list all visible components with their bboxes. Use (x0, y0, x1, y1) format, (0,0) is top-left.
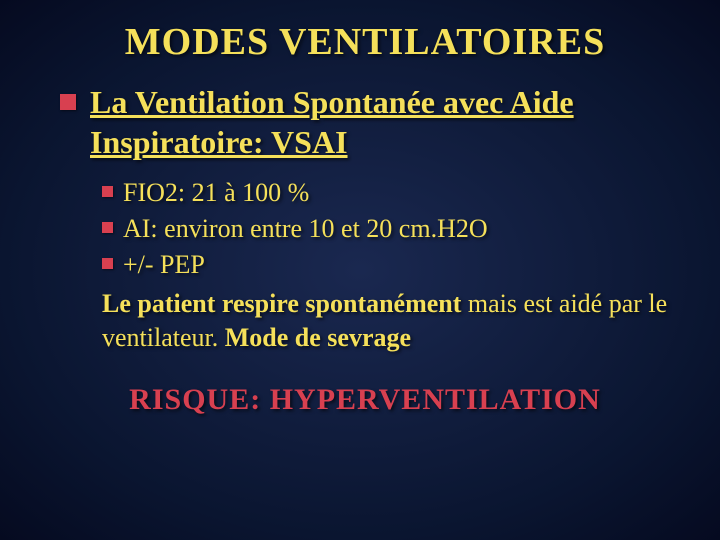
slide-container: MODES VENTILATOIRES La Ventilation Spont… (0, 0, 720, 540)
level2-item: AI: environ entre 10 et 20 cm.H2O (102, 212, 670, 246)
square-bullet-icon (102, 222, 113, 233)
level2-group: FIO2: 21 à 100 % AI: environ entre 10 et… (102, 176, 670, 355)
body-bold-2: Mode de sevrage (225, 323, 411, 352)
body-bold-1: Le patient respire spontanément (102, 289, 461, 318)
square-bullet-icon (102, 258, 113, 269)
bullet-text: +/- PEP (123, 248, 205, 282)
risk-line: RISQUE: HYPERVENTILATION (60, 383, 670, 417)
bullet-text: FIO2: 21 à 100 % (123, 176, 309, 210)
square-bullet-icon (102, 186, 113, 197)
level2-item: FIO2: 21 à 100 % (102, 176, 670, 210)
bullet-text: AI: environ entre 10 et 20 cm.H2O (123, 212, 488, 246)
level1-item: La Ventilation Spontanée avec Aide Inspi… (60, 82, 670, 162)
slide-title: MODES VENTILATOIRES (60, 20, 670, 64)
square-bullet-icon (60, 94, 76, 110)
subtitle-text: La Ventilation Spontanée avec Aide Inspi… (90, 82, 670, 162)
level2-item: +/- PEP (102, 248, 670, 282)
body-paragraph: Le patient respire spontanément mais est… (102, 287, 670, 355)
